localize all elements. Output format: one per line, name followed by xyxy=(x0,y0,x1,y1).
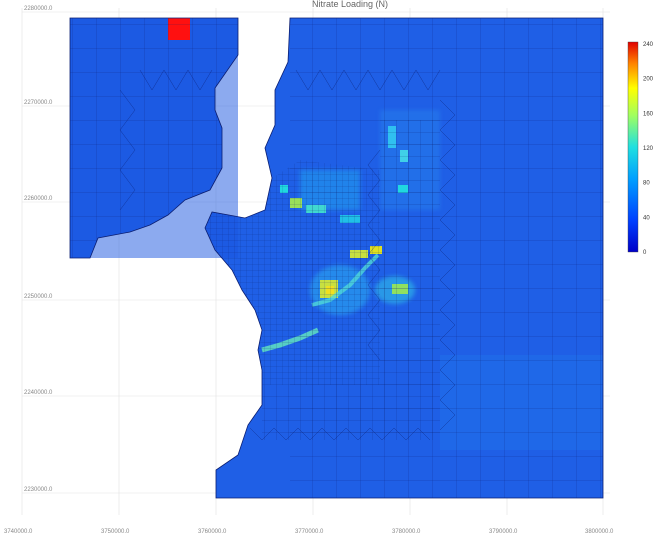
y-tick-label: 2240000.0 xyxy=(24,390,53,396)
y-tick-label: 2280000.0 xyxy=(24,6,53,12)
x-tick-label: 3770000.0 xyxy=(295,529,324,535)
x-tick-label: 3780000.0 xyxy=(392,529,421,535)
transition-triangles xyxy=(119,69,456,441)
model-mesh xyxy=(70,18,603,498)
colorbar-tick-label: 160 xyxy=(643,111,654,117)
domain-outline xyxy=(69,17,604,499)
colorbar-tick-label: 0 xyxy=(643,250,647,256)
y-axis-ticks: 2280000.0 2270000.0 2260000.0 2250000.0 2240… xyxy=(24,6,53,493)
x-tick-label: 3740000.0 xyxy=(4,529,33,535)
y-tick-label: 2260000.0 xyxy=(24,196,53,202)
y-tick-label: 2230000.0 xyxy=(24,487,53,493)
colorbar-tick-label: 40 xyxy=(643,215,650,221)
x-axis-ticks: 3740000.0 3750000.0 3760000.0 3770000.0 3780… xyxy=(4,529,614,535)
x-tick-label: 3750000.0 xyxy=(101,529,130,535)
colorbar-tick-label: 240 xyxy=(643,42,654,48)
colorbar-gradient xyxy=(627,41,639,253)
colorbar-tick-label: 120 xyxy=(643,146,654,152)
y-tick-label: 2250000.0 xyxy=(24,294,53,300)
y-tick-label: 2270000.0 xyxy=(24,100,53,106)
x-tick-label: 3760000.0 xyxy=(198,529,227,535)
colorbar: 240 200 160 120 80 40 0 xyxy=(627,41,654,256)
x-tick-label: 3790000.0 xyxy=(489,529,518,535)
plot-title: Nitrate Loading (N) xyxy=(311,0,389,9)
colorbar-tick-label: 200 xyxy=(643,77,654,83)
colorbar-ticks: 240 200 160 120 80 40 0 xyxy=(643,42,654,256)
x-tick-label: 3800000.0 xyxy=(585,529,614,535)
colorbar-tick-label: 80 xyxy=(643,181,650,187)
